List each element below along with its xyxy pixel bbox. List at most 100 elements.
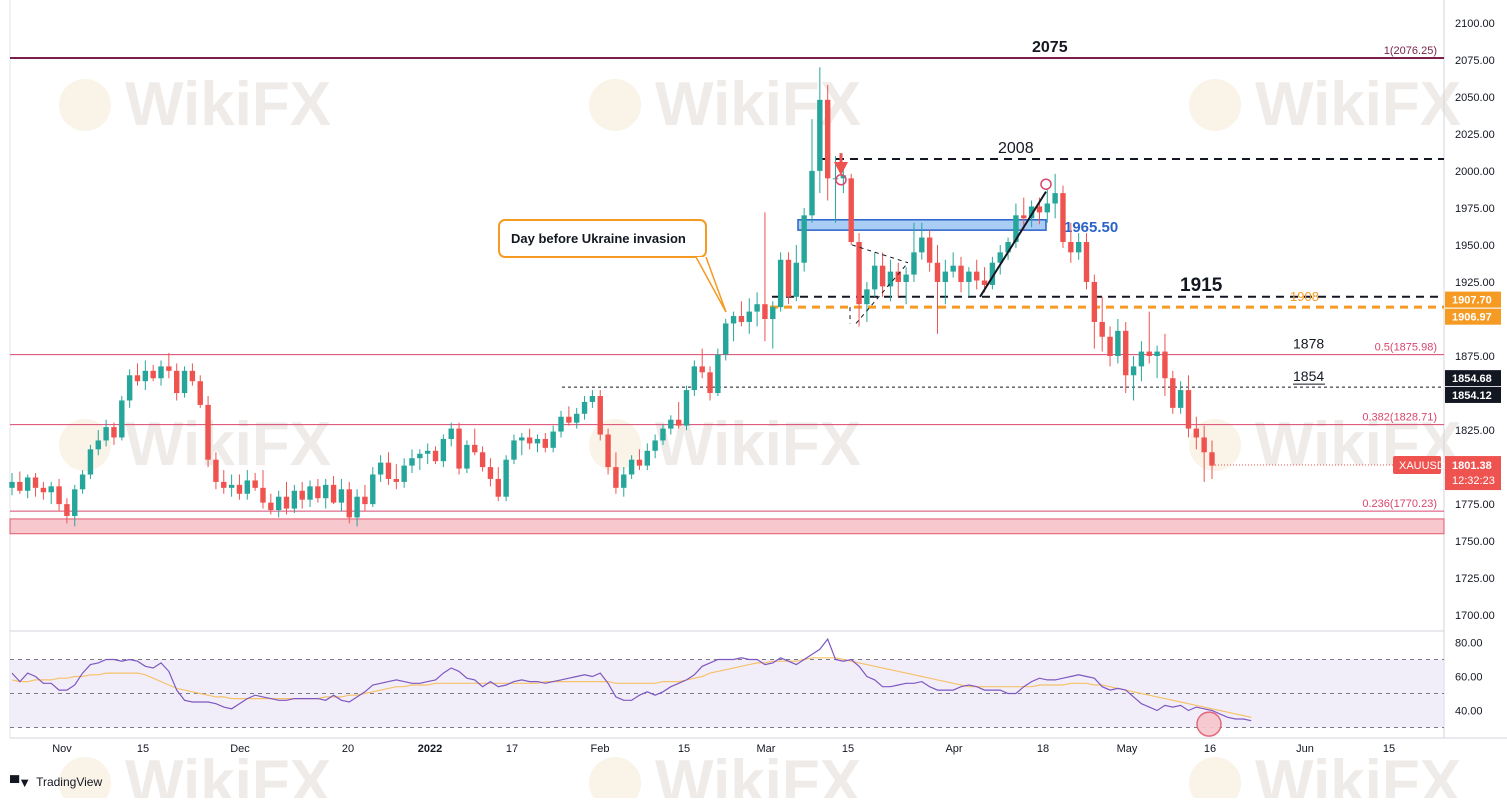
candle-body xyxy=(762,304,768,319)
price-badge xyxy=(1445,386,1501,403)
candle-body xyxy=(299,490,305,500)
candle-body xyxy=(777,259,784,308)
candle-body xyxy=(174,370,180,394)
callout-pointer xyxy=(695,256,727,313)
candle-body xyxy=(213,459,219,482)
price-badge-text: 1907.70 xyxy=(1452,295,1492,307)
candle-body xyxy=(134,375,141,382)
candle-body xyxy=(613,467,619,488)
candle-body xyxy=(605,434,611,468)
candle-body xyxy=(307,486,313,500)
candle-body xyxy=(597,396,603,435)
candle-body xyxy=(770,307,776,319)
price-tick: 1775.00 xyxy=(1455,499,1495,511)
candle-body xyxy=(275,496,282,511)
level-label-1915: 1915 xyxy=(1180,275,1223,296)
candle-body xyxy=(911,252,917,275)
price-badge xyxy=(1445,370,1501,387)
fib-label: 1(2076.25) xyxy=(1384,45,1437,57)
candle-body xyxy=(1107,336,1113,357)
candle-body xyxy=(683,390,690,426)
candle-body xyxy=(746,311,752,322)
watermark-logo-icon xyxy=(1189,79,1241,131)
candle-body xyxy=(840,175,847,179)
time-tick: May xyxy=(1117,743,1138,755)
time-tick: Dec xyxy=(230,743,250,755)
candle-body xyxy=(424,450,431,454)
candle-body xyxy=(903,274,909,282)
candle-body xyxy=(111,427,117,438)
tradingview-label: TradingView xyxy=(36,775,103,789)
candle-body xyxy=(338,489,345,503)
candle-body xyxy=(511,440,517,460)
watermark-logo-icon xyxy=(1189,757,1241,803)
time-tick: Apr xyxy=(945,743,962,755)
candle-body xyxy=(566,416,572,423)
candle-body xyxy=(354,496,360,518)
time-tick: 15 xyxy=(842,743,854,755)
symbol-badge-text: XAUUSD xyxy=(1399,460,1445,472)
candle-body xyxy=(370,474,376,505)
candle-body xyxy=(32,477,39,488)
candle-body xyxy=(181,370,188,394)
price-tick: 1825.00 xyxy=(1455,425,1495,437)
candle-body xyxy=(856,241,862,305)
callout-text: Day before Ukraine invasion xyxy=(511,231,686,246)
candle-body xyxy=(1138,351,1145,367)
down-arrow-icon xyxy=(834,162,848,176)
time-tick: 2022 xyxy=(418,743,442,755)
watermark-logo-icon xyxy=(59,419,111,471)
candle-body xyxy=(377,462,384,475)
fib-label: 0.5(1875.98) xyxy=(1375,342,1437,354)
price-tick: 1925.00 xyxy=(1455,277,1495,289)
candle-body xyxy=(526,437,533,444)
price-tick: 1875.00 xyxy=(1455,351,1495,363)
rsi-tick: 60.00 xyxy=(1455,672,1483,684)
candle-body xyxy=(503,459,509,497)
candle-body xyxy=(205,404,211,460)
candle-body xyxy=(72,489,78,516)
candle-body xyxy=(268,502,274,511)
candle-body xyxy=(362,496,368,505)
candle-body xyxy=(1123,330,1129,376)
time-tick: Feb xyxy=(591,743,610,755)
time-tick: 18 xyxy=(1037,743,1049,755)
candle-body xyxy=(385,462,392,479)
candle-body xyxy=(981,280,988,285)
watermark-text: WikiFX xyxy=(1255,748,1461,798)
candle-body xyxy=(864,289,870,305)
watermark-text: WikiFX xyxy=(655,410,861,479)
candle-body xyxy=(1068,241,1074,253)
candle-body xyxy=(417,453,423,459)
watermark-logo-icon xyxy=(589,757,641,803)
candle-body xyxy=(495,478,501,497)
callout-box xyxy=(498,219,707,258)
candle-body xyxy=(872,265,878,290)
watermark-logo-icon xyxy=(589,79,641,131)
fib-label: 0.236(1770.23) xyxy=(1362,498,1437,510)
candle-body xyxy=(793,262,800,297)
candle-body xyxy=(1099,321,1105,337)
watermark-logo-icon xyxy=(59,79,111,131)
fib-label: 0.382(1828.71) xyxy=(1362,412,1437,424)
price-tick: 1975.00 xyxy=(1455,203,1495,215)
candle-body xyxy=(974,271,980,281)
candle-body xyxy=(142,370,149,382)
candle-body xyxy=(1185,390,1192,429)
rsi-tick: 80.00 xyxy=(1455,638,1483,650)
candle-body xyxy=(1036,206,1043,213)
watermark-logo-icon xyxy=(1189,419,1241,471)
candle-body xyxy=(1154,351,1160,357)
triangle-lower-line xyxy=(855,262,909,324)
candle-body xyxy=(558,416,564,432)
level-label-1908: 1908 xyxy=(1290,289,1319,304)
candle-body xyxy=(1193,428,1200,438)
watermark-text: WikiFX xyxy=(655,748,861,798)
candle-body xyxy=(448,428,454,439)
candle-body xyxy=(330,484,337,503)
candle-body xyxy=(738,316,745,322)
candle-body xyxy=(401,465,407,482)
candle-body xyxy=(1052,193,1058,204)
